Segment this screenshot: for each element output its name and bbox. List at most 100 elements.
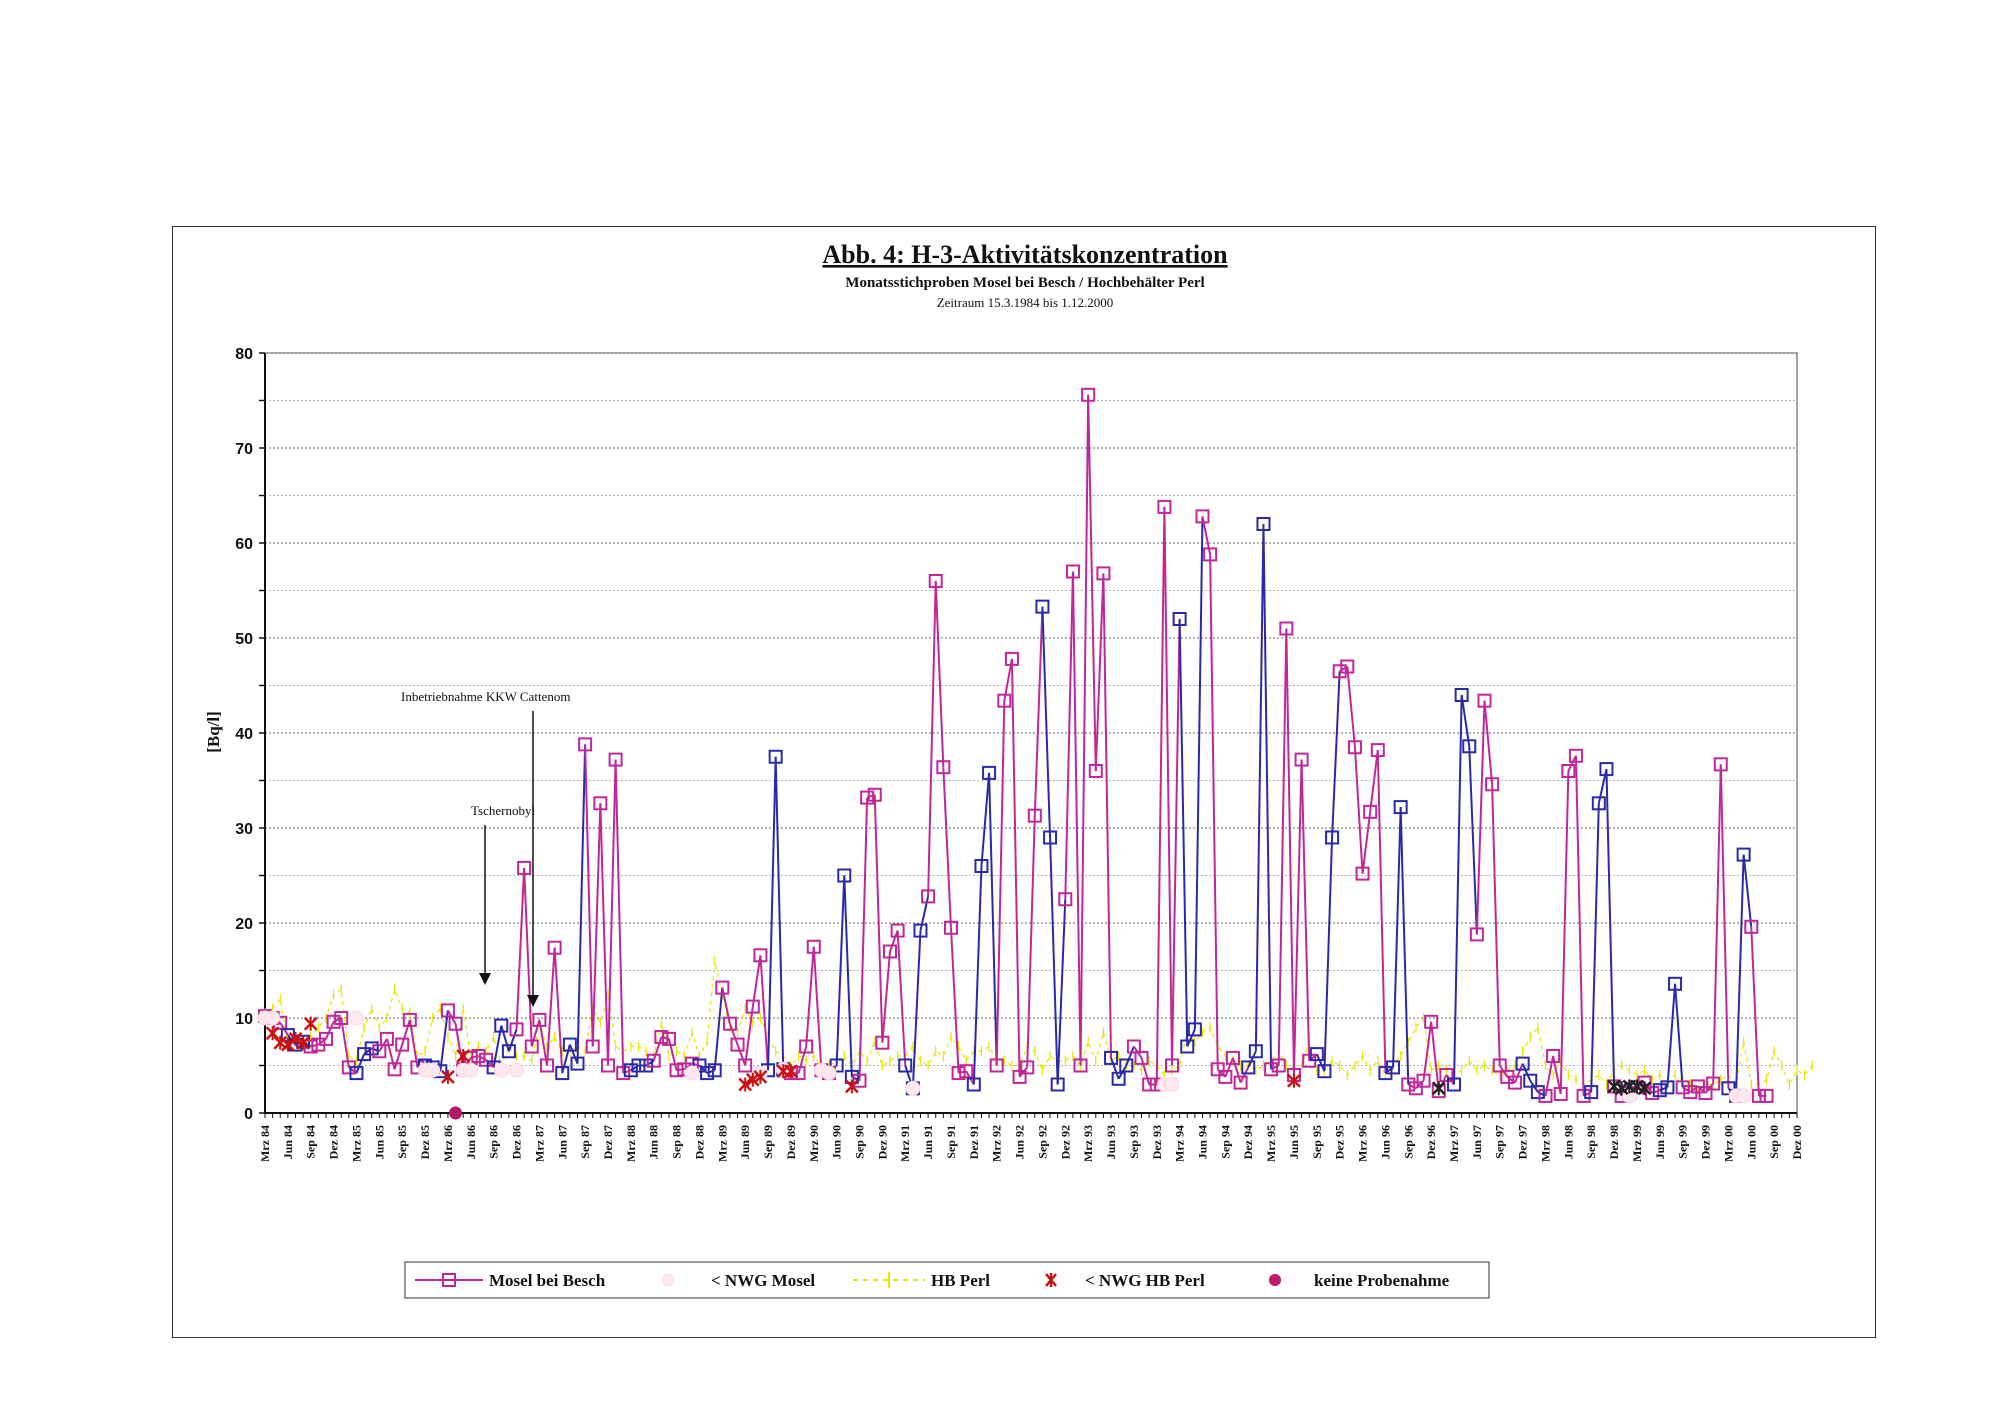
point-mosel (387, 1062, 402, 1077)
segment-mosel (1094, 573, 1105, 772)
segment-mosel (889, 930, 899, 952)
x-tick-label: Jun 93 (1104, 1125, 1118, 1159)
segment-mosel (972, 865, 983, 1085)
segment-mosel (1178, 618, 1189, 1047)
point-mosel (1515, 1056, 1530, 1071)
point-mosel (440, 1003, 455, 1018)
segment-mosel (1049, 837, 1059, 1085)
segment-mosel (546, 947, 556, 1066)
x-tick-label: Jun 96 (1378, 1125, 1392, 1159)
segment-mosel (1376, 750, 1387, 1074)
x-tick-label: Jun 98 (1561, 1125, 1575, 1159)
x-tick-label: Mrz 97 (1447, 1125, 1461, 1162)
x-tick-label: Jun 86 (464, 1125, 478, 1159)
point-mosel (318, 1031, 333, 1046)
x-tick-label: Mrz 93 (1081, 1125, 1095, 1162)
point-mosel (402, 1012, 417, 1027)
chart-subtitle: Monatsstichproben Mosel bei Besch / Hoch… (845, 275, 1204, 291)
segment-mosel (1110, 1057, 1120, 1080)
x-tick-label: Mrz 95 (1264, 1125, 1278, 1162)
segment-mosel (1422, 1021, 1433, 1081)
segment-mosel (1475, 700, 1486, 935)
point-mosel (379, 1031, 394, 1046)
point-mosel (1675, 1080, 1690, 1095)
point-mosel (1355, 866, 1370, 881)
point-mosel (997, 693, 1012, 708)
point-mosel (585, 1039, 600, 1054)
legend-label-hb-perl: HB Perl (931, 1271, 990, 1290)
segment-mosel (553, 947, 564, 1074)
point-mosel (1645, 1086, 1660, 1101)
point-mosel (1523, 1073, 1538, 1088)
segment-mosel (1567, 755, 1577, 772)
point-mosel (1233, 1075, 1248, 1090)
point-mosel (898, 1058, 913, 1073)
segment-mosel (614, 759, 625, 1074)
point-mosel (494, 1018, 509, 1033)
point-mosel (951, 1066, 966, 1081)
segment-mosel (988, 772, 998, 1066)
point-mosel (1591, 796, 1606, 811)
segment-mosel (1125, 1046, 1135, 1066)
segment-mosel (934, 580, 945, 768)
segment-mosel (515, 867, 526, 1030)
x-tick-label: Dez 88 (692, 1125, 706, 1159)
point-mosel (303, 1039, 318, 1054)
segment-mosel (1033, 606, 1044, 816)
point-nwg-mosel (821, 1065, 837, 1081)
point-mosel (1744, 919, 1759, 934)
chart-period: Zeitraum 15.3.1984 bis 1.12.2000 (937, 295, 1114, 310)
segment-mosel (927, 580, 937, 897)
point-mosel (928, 574, 943, 588)
segment-mosel (408, 1019, 419, 1068)
segment-mosel (1262, 523, 1273, 1070)
point-mosel (1065, 564, 1080, 579)
y-tick-label: 80 (235, 346, 253, 363)
x-tick-label: Jun 99 (1653, 1125, 1667, 1159)
point-mosel (715, 980, 730, 995)
point-mosel (867, 787, 882, 802)
segment-mosel (736, 1044, 747, 1066)
point-mosel (692, 1058, 707, 1073)
segment-mosel (751, 955, 762, 1007)
segment-mosel (942, 767, 952, 928)
point-mosel (1447, 1077, 1462, 1092)
segment-mosel (1514, 1063, 1524, 1083)
x-tick-label: Mrz 90 (807, 1125, 821, 1162)
segment-mosel (576, 744, 587, 1064)
y-tick-label: 30 (235, 821, 253, 838)
x-tick-label: Dez 95 (1333, 1125, 1347, 1159)
legend-label-nwg-mosel: < NWG Mosel (711, 1271, 815, 1290)
segment-mosel (1559, 770, 1570, 1095)
point-mosel (1706, 1076, 1721, 1091)
segment-mosel (1605, 769, 1616, 1087)
point-mosel (1203, 547, 1218, 562)
point-mosel (448, 1016, 463, 1031)
segment-mosel (599, 803, 609, 1066)
point-mosel (395, 1037, 410, 1052)
point-mosel (1416, 1073, 1431, 1088)
legend-box (404, 1261, 1490, 1299)
segment-mosel (1430, 1021, 1440, 1092)
point-mosel (1477, 693, 1492, 708)
point-mosel (1386, 1060, 1401, 1075)
x-tick-label: Dez 94 (1241, 1125, 1255, 1159)
segment-mosel (1193, 516, 1204, 1030)
segment-mosel (911, 930, 922, 1089)
segment-mosel (1353, 747, 1364, 874)
x-tick-label: Sep 98 (1584, 1125, 1598, 1159)
point-mosel (974, 859, 989, 873)
point-mosel (1576, 1088, 1591, 1103)
segment-mosel (1171, 618, 1181, 1066)
x-tick-label: Sep 89 (761, 1125, 775, 1159)
segment-mosel (1010, 658, 1021, 1077)
point-mosel (1462, 739, 1477, 754)
segment-mosel (1209, 554, 1219, 1070)
point-mosel (1157, 499, 1172, 514)
point-mosel (799, 1039, 814, 1054)
x-tick-label: Jun 94 (1195, 1125, 1209, 1159)
point-nwg-mosel (348, 1010, 364, 1026)
segment-mosel (1292, 759, 1303, 1076)
x-tick-label: Sep 90 (853, 1125, 867, 1159)
point-mosel (1195, 509, 1210, 524)
